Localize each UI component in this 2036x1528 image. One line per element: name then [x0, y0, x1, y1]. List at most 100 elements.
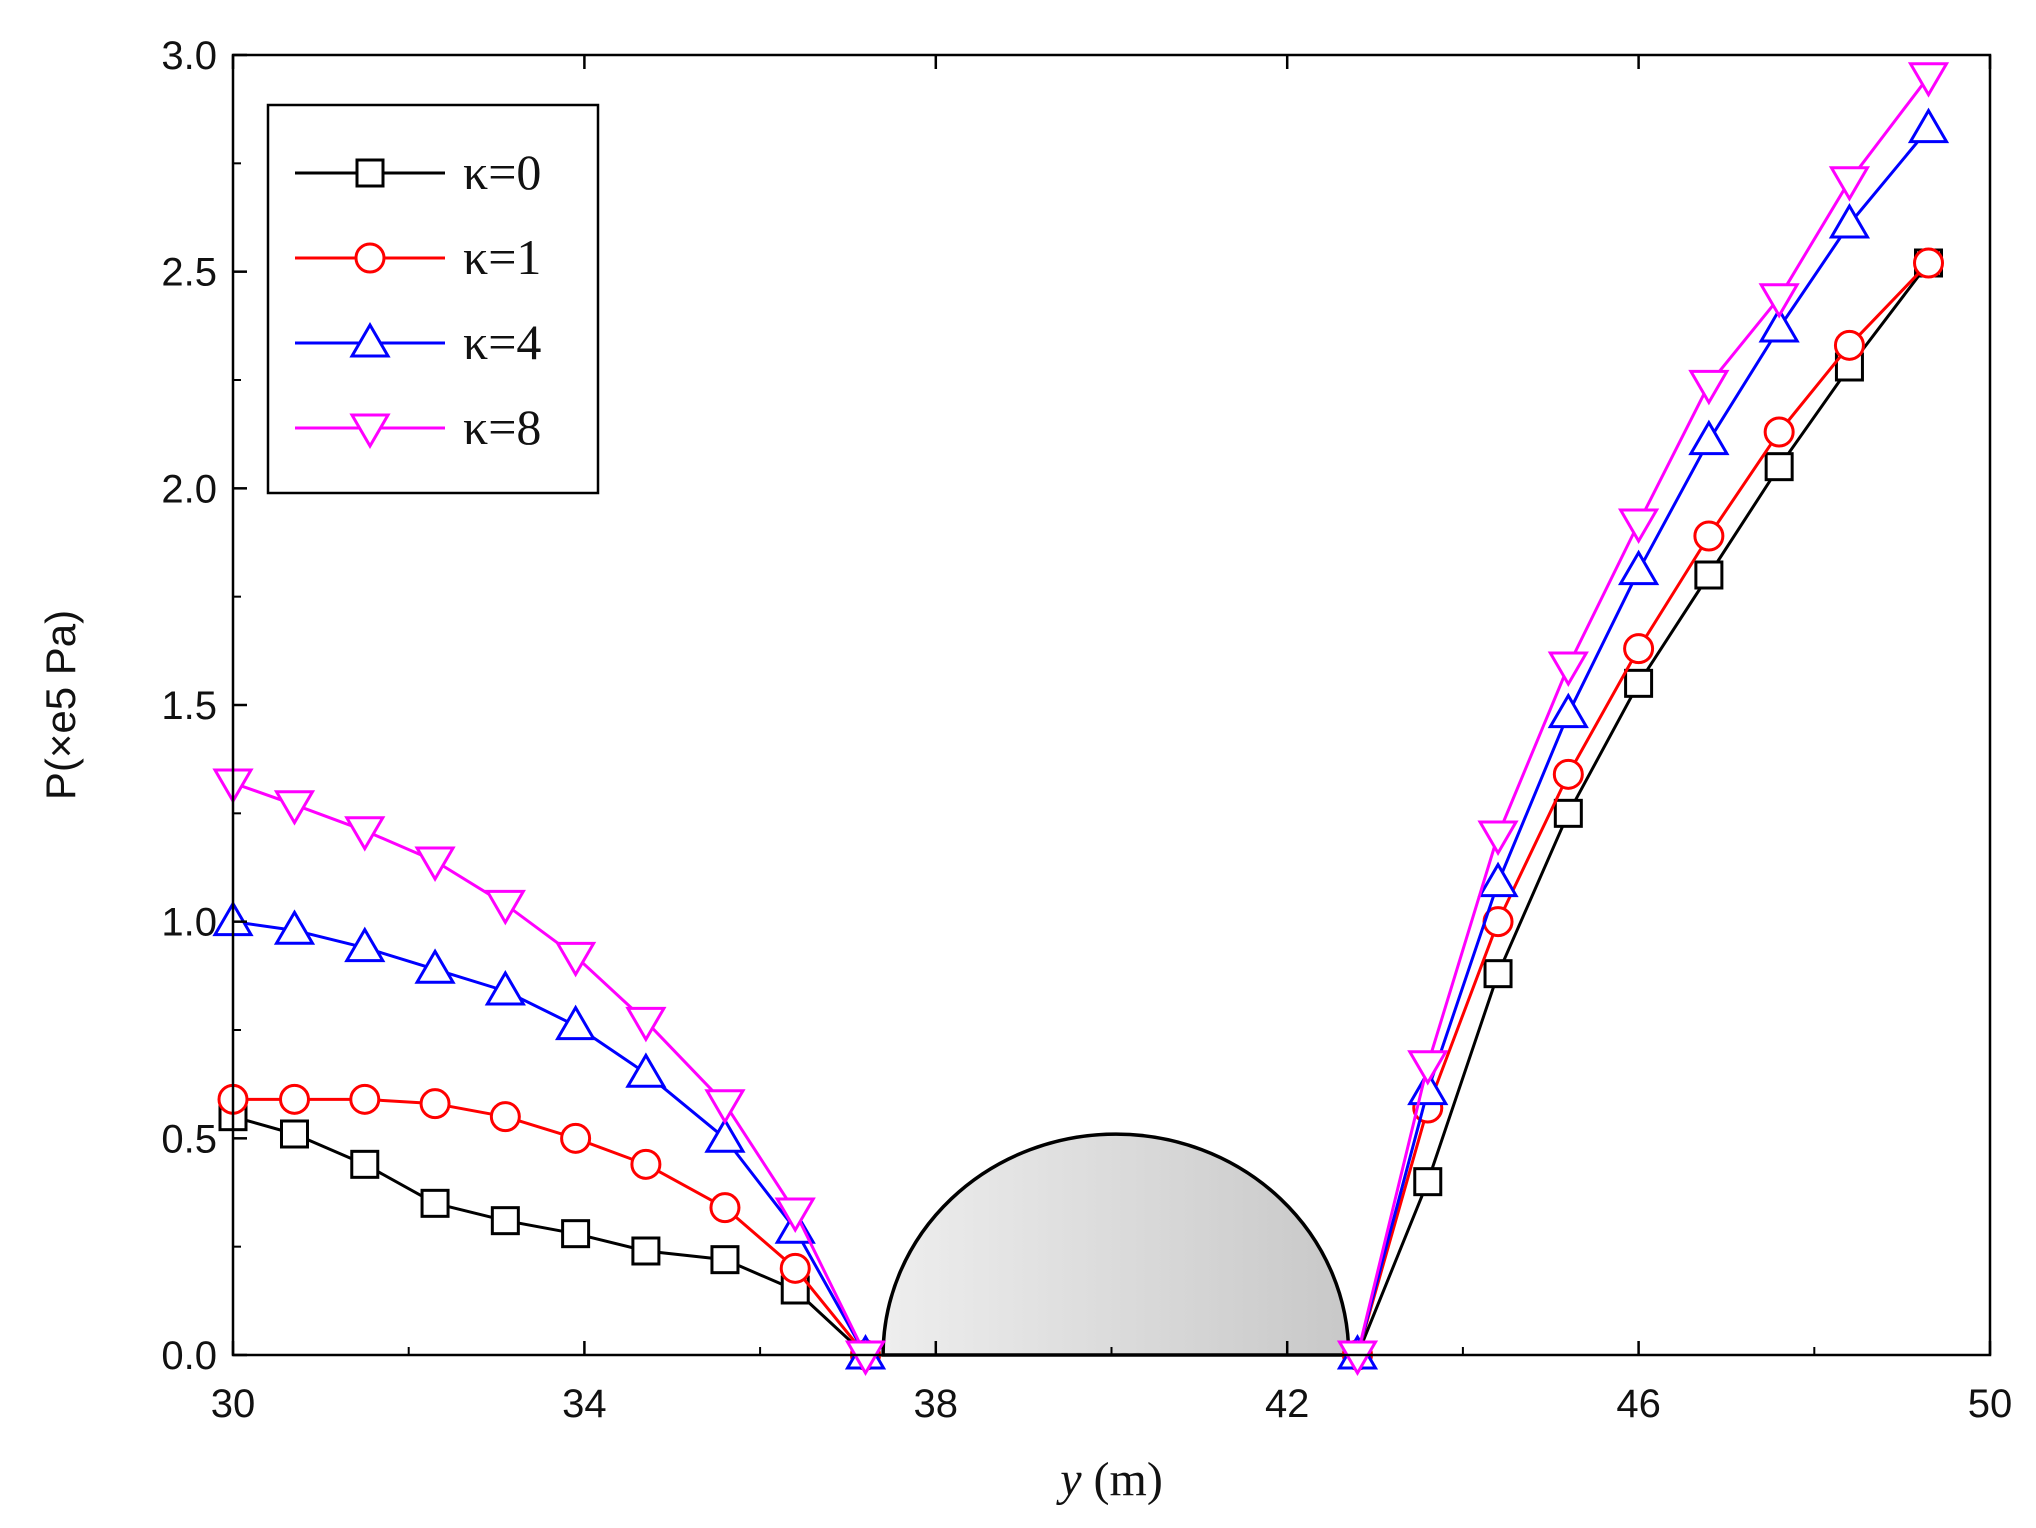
y-tick-label: 3.0 — [161, 34, 217, 78]
data-point — [561, 1219, 591, 1249]
data-point — [1688, 419, 1730, 456]
series-line-left — [232, 920, 867, 1356]
legend-label: κ=4 — [463, 314, 541, 370]
data-point — [1547, 692, 1589, 729]
data-point — [1907, 62, 1950, 98]
series-line-right — [1356, 127, 1930, 1356]
data-point — [1336, 1340, 1379, 1376]
legend-marker — [349, 413, 391, 449]
x-tick-label: 34 — [562, 1382, 607, 1426]
series-line-left — [232, 1115, 867, 1357]
data-point — [1828, 166, 1871, 202]
y-tick-label: 0.5 — [161, 1117, 217, 1161]
legend-label: κ=8 — [463, 399, 541, 455]
x-axis-unit: (m) — [1082, 1453, 1163, 1506]
data-point — [555, 1004, 597, 1041]
data-point — [273, 909, 316, 945]
series-line-right — [1356, 262, 1930, 1356]
legend-label: κ=0 — [463, 144, 541, 200]
data-point — [625, 1006, 667, 1043]
legend-item-2: κ=4 — [295, 314, 541, 370]
data-point — [273, 790, 316, 826]
data-point — [1907, 107, 1950, 144]
data-point — [1547, 651, 1589, 687]
data-point — [1477, 820, 1519, 856]
legend-box — [266, 103, 600, 495]
legend-item-0: κ=0 — [295, 144, 541, 200]
data-point — [1688, 369, 1730, 406]
legend-marker — [349, 322, 391, 358]
data-point — [279, 1119, 309, 1149]
data-point — [560, 1122, 592, 1154]
data-point — [1553, 798, 1583, 828]
data-point — [1763, 416, 1795, 448]
legend-label: κ=1 — [463, 229, 541, 285]
y-tick-label: 1.5 — [161, 684, 217, 728]
series-line-left — [233, 1097, 867, 1356]
y-tick-label: 2.5 — [161, 251, 217, 295]
data-point — [1694, 560, 1724, 590]
data-point — [631, 1236, 661, 1266]
x-tick-label: 30 — [211, 1382, 256, 1426]
x-axis-label: y (m) — [1055, 1453, 1163, 1506]
data-point — [1828, 203, 1871, 239]
data-point — [344, 926, 386, 963]
data-point — [704, 1117, 746, 1153]
data-point — [419, 1088, 451, 1120]
data-point — [1552, 758, 1584, 790]
x-tick-label: 38 — [914, 1382, 959, 1426]
data-point — [414, 846, 456, 882]
data-point — [1617, 549, 1660, 586]
legend-marker — [355, 158, 385, 188]
data-point — [1483, 959, 1513, 989]
y-tick-label: 0.0 — [161, 1334, 217, 1378]
legend-item-1: κ=1 — [295, 229, 541, 285]
data-point — [484, 889, 526, 926]
data-point — [344, 816, 386, 852]
series-line-right — [1356, 75, 1930, 1356]
data-point — [1617, 508, 1660, 544]
x-tick-label: 42 — [1265, 1382, 1310, 1426]
data-point — [625, 1052, 667, 1088]
x-axis-variable: y — [1055, 1453, 1082, 1506]
data-point — [555, 941, 597, 978]
x-tick-label: 50 — [1968, 1382, 2013, 1426]
x-tick-label: 46 — [1616, 1382, 1661, 1426]
data-point — [484, 970, 526, 1006]
data-point — [490, 1206, 520, 1236]
obstacle-semicircle — [883, 1134, 1349, 1355]
data-point — [1758, 283, 1800, 319]
series-line-right — [1356, 261, 1930, 1356]
data-point — [1758, 307, 1800, 343]
data-point — [1624, 668, 1654, 698]
data-point — [420, 1188, 450, 1218]
series-line-left — [232, 781, 867, 1356]
legend-item-3: κ=8 — [295, 399, 541, 455]
data-point — [350, 1149, 380, 1179]
legend-marker — [354, 242, 386, 274]
data-point — [1413, 1167, 1443, 1197]
data-point — [1477, 861, 1519, 898]
series-3 — [212, 62, 1950, 1376]
data-point — [1623, 633, 1655, 665]
y-axis-label: P(×e5 Pa) — [37, 610, 84, 800]
data-point — [709, 1192, 741, 1224]
data-point — [1913, 247, 1945, 279]
data-point — [774, 1197, 816, 1233]
data-point — [779, 1252, 811, 1284]
y-tick-label: 2.0 — [161, 467, 217, 511]
data-point — [710, 1245, 740, 1275]
data-point — [414, 948, 456, 984]
data-point — [1833, 329, 1865, 361]
data-point — [1764, 452, 1794, 482]
data-point — [489, 1101, 521, 1133]
data-point — [1693, 520, 1725, 552]
data-point — [278, 1083, 310, 1115]
data-point — [704, 1089, 746, 1125]
data-point — [1407, 1050, 1449, 1086]
data-point — [349, 1083, 381, 1115]
data-point — [844, 1340, 887, 1376]
data-point — [630, 1148, 662, 1180]
y-tick-label: 1.0 — [161, 901, 217, 945]
